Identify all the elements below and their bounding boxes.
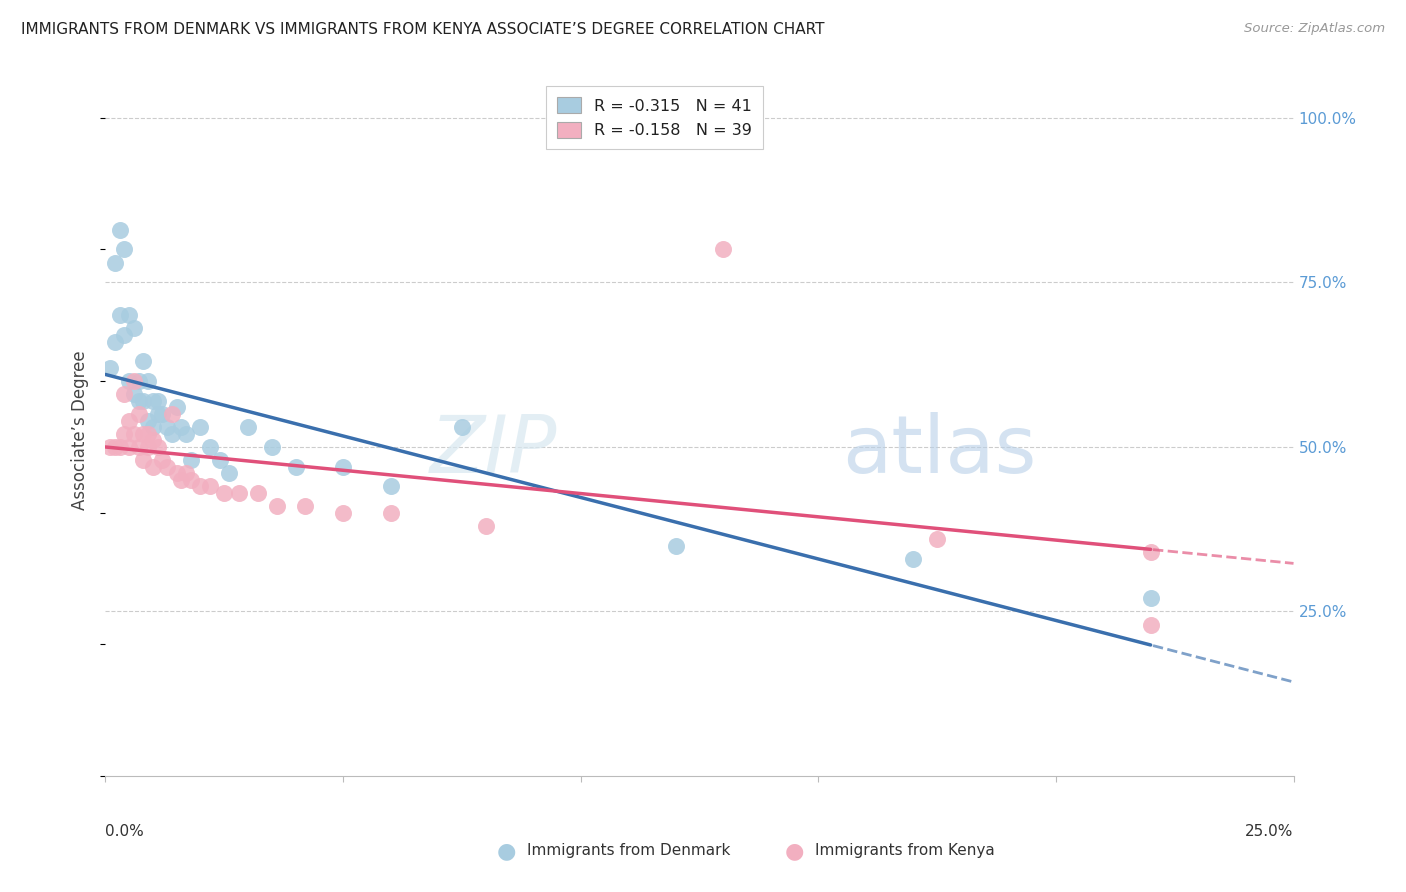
- Point: [132, 393, 155, 408]
- Text: Immigrants from Denmark: Immigrants from Denmark: [527, 844, 731, 858]
- Text: atlas: atlas: [842, 412, 1036, 490]
- Point: [132, 354, 155, 368]
- Point: [118, 440, 141, 454]
- Point: [146, 407, 169, 421]
- Point: [122, 321, 145, 335]
- Point: [332, 506, 354, 520]
- Text: Source: ZipAtlas.com: Source: ZipAtlas.com: [1244, 22, 1385, 36]
- Legend: R = -0.315   N = 41, R = -0.158   N = 39: R = -0.315 N = 41, R = -0.158 N = 39: [546, 86, 763, 149]
- Point: [208, 453, 231, 467]
- Point: [108, 440, 131, 454]
- Point: [132, 453, 155, 467]
- Point: [142, 459, 165, 474]
- Point: [284, 459, 307, 474]
- Point: [450, 420, 472, 434]
- Point: [711, 243, 734, 257]
- Point: [114, 426, 136, 441]
- Point: [474, 519, 496, 533]
- Point: [1140, 545, 1163, 559]
- Point: [122, 426, 145, 441]
- Point: [98, 440, 121, 454]
- Point: [104, 334, 127, 349]
- Point: [665, 539, 688, 553]
- Point: [128, 407, 150, 421]
- Point: [156, 420, 179, 434]
- Point: [260, 440, 283, 454]
- Point: [180, 473, 202, 487]
- Point: [166, 466, 188, 480]
- Text: Immigrants from Kenya: Immigrants from Kenya: [815, 844, 995, 858]
- Point: [198, 440, 221, 454]
- Point: [294, 499, 316, 513]
- Point: [1140, 617, 1163, 632]
- Point: [142, 393, 165, 408]
- Point: [156, 459, 179, 474]
- Point: [198, 479, 221, 493]
- Point: [170, 420, 193, 434]
- Point: [170, 473, 193, 487]
- Point: [925, 532, 948, 546]
- Text: ZIP: ZIP: [430, 412, 557, 490]
- Point: [146, 440, 169, 454]
- Point: [332, 459, 354, 474]
- Point: [98, 360, 121, 375]
- Point: [174, 426, 197, 441]
- Point: [266, 499, 288, 513]
- Point: [108, 222, 131, 236]
- Point: [118, 308, 141, 322]
- Point: [214, 486, 236, 500]
- Point: [218, 466, 240, 480]
- Text: ●: ●: [785, 841, 804, 861]
- Point: [180, 453, 202, 467]
- Point: [128, 393, 150, 408]
- Point: [136, 413, 159, 427]
- Point: [132, 426, 155, 441]
- Point: [136, 374, 159, 388]
- Point: [104, 255, 127, 269]
- Point: [152, 453, 174, 467]
- Point: [146, 393, 169, 408]
- Point: [380, 479, 402, 493]
- Text: IMMIGRANTS FROM DENMARK VS IMMIGRANTS FROM KENYA ASSOCIATE’S DEGREE CORRELATION : IMMIGRANTS FROM DENMARK VS IMMIGRANTS FR…: [21, 22, 824, 37]
- Point: [160, 407, 183, 421]
- Point: [122, 387, 145, 401]
- Point: [118, 374, 141, 388]
- Point: [190, 479, 212, 493]
- Point: [114, 387, 136, 401]
- Point: [160, 426, 183, 441]
- Point: [118, 413, 141, 427]
- Point: [128, 440, 150, 454]
- Point: [1140, 591, 1163, 606]
- Point: [108, 308, 131, 322]
- Point: [104, 440, 127, 454]
- Point: [114, 327, 136, 342]
- Point: [166, 401, 188, 415]
- Point: [903, 551, 925, 566]
- Point: [142, 420, 165, 434]
- Point: [228, 486, 250, 500]
- Point: [174, 466, 197, 480]
- Text: ●: ●: [496, 841, 516, 861]
- Text: 25.0%: 25.0%: [1246, 824, 1294, 839]
- Point: [190, 420, 212, 434]
- Point: [136, 440, 159, 454]
- Point: [114, 243, 136, 257]
- Point: [246, 486, 269, 500]
- Y-axis label: Associate’s Degree: Associate’s Degree: [72, 351, 90, 510]
- Point: [152, 407, 174, 421]
- Text: 0.0%: 0.0%: [105, 824, 145, 839]
- Point: [236, 420, 259, 434]
- Point: [380, 506, 402, 520]
- Point: [122, 374, 145, 388]
- Point: [136, 426, 159, 441]
- Point: [128, 374, 150, 388]
- Point: [142, 434, 165, 448]
